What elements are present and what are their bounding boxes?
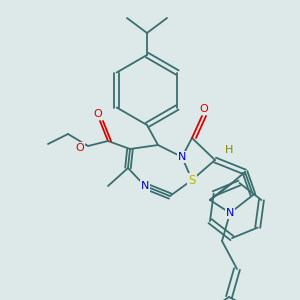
Text: O: O [94,109,102,119]
Text: O: O [200,104,208,114]
Text: O: O [76,143,84,153]
Text: H: H [225,145,233,155]
Text: S: S [188,173,196,187]
Text: N: N [141,181,149,191]
Text: N: N [178,152,186,162]
Text: N: N [226,208,234,218]
